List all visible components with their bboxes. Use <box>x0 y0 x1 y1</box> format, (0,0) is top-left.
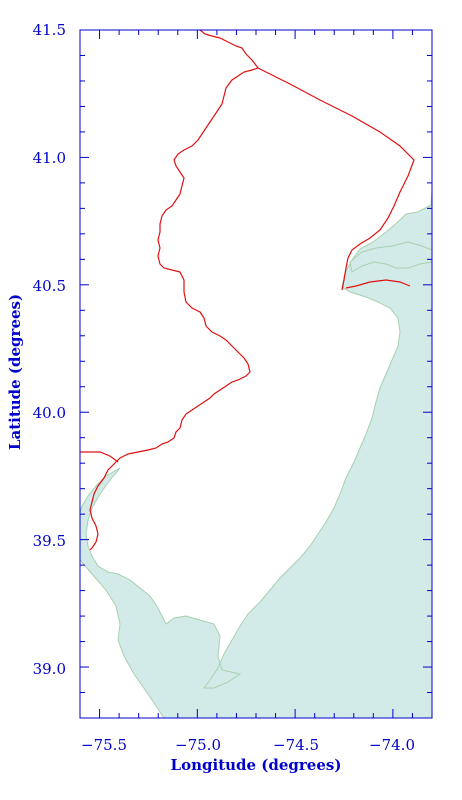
state-border <box>80 29 415 551</box>
y-tick-label: 41.5 <box>33 21 66 39</box>
y-tick-label: 40.5 <box>33 277 66 295</box>
y-tick-label: 39.5 <box>33 532 66 550</box>
x-tick-label: −74.0 <box>369 736 415 754</box>
upper-bay-water <box>349 241 433 273</box>
x-tick-label: −74.5 <box>273 736 319 754</box>
y-tick-label: 41.0 <box>33 149 66 167</box>
x-tick-label: −75.0 <box>175 736 221 754</box>
x-axis-title: Longitude (degrees) <box>171 756 342 774</box>
y-tick-label: 39.0 <box>33 660 66 678</box>
axis-ticks <box>80 29 433 719</box>
y-tick-label: 40.0 <box>33 404 66 422</box>
y-axis-title: Latitude (degrees) <box>6 294 24 450</box>
ocean-water <box>79 189 433 719</box>
x-tick-label: −75.5 <box>81 736 127 754</box>
